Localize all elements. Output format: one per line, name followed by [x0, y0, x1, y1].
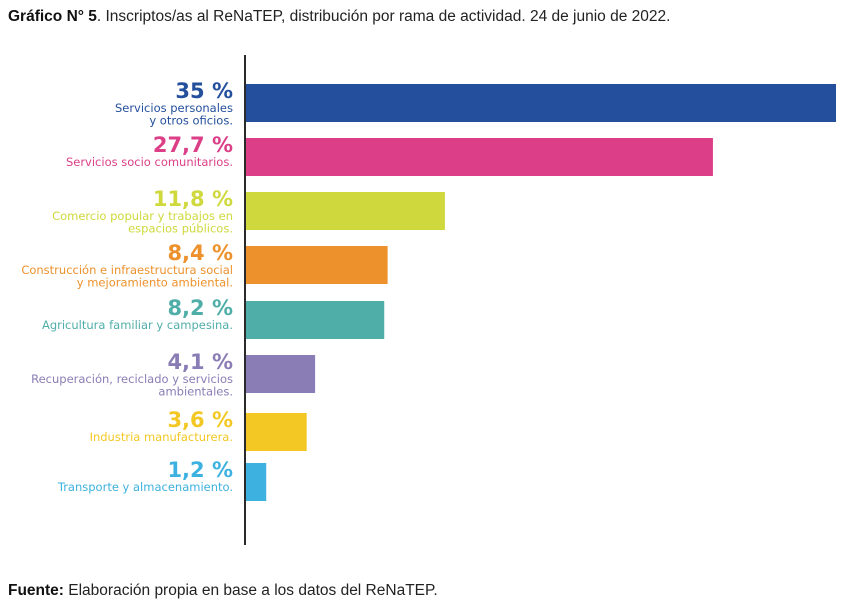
value-label-2: 11,8 %: [153, 187, 233, 211]
bar-1: [246, 138, 713, 176]
category-label-5-line-1: ambientales.: [158, 385, 233, 399]
category-label-2-line-0: Comercio popular y trabajos en: [52, 209, 233, 223]
value-label-6: 3,6 %: [167, 408, 233, 432]
category-label-0-line-1: y otros oficios.: [149, 114, 233, 128]
category-label-6-line-0: Industria manufacturera.: [90, 430, 233, 444]
bar-0: [246, 84, 836, 122]
value-label-0: 35 %: [175, 79, 233, 103]
category-label-1-line-0: Servicios socio comunitarios.: [66, 155, 233, 169]
category-label-3-line-1: y mejoramiento ambiental.: [77, 276, 233, 290]
bar-7: [246, 463, 267, 501]
category-label-2-line-1: espacios públicos.: [128, 222, 233, 236]
bar-6: [246, 413, 307, 451]
chart-title: Gráfico N° 5. Inscriptos/as al ReNaTEP, …: [8, 8, 670, 26]
value-label-1: 27,7 %: [153, 133, 233, 157]
value-label-4: 8,2 %: [167, 296, 233, 320]
bar-3: [246, 246, 388, 284]
bar-5: [246, 355, 316, 393]
chart-title-prefix: Gráfico N° 5: [8, 8, 97, 25]
category-label-4-line-0: Agricultura familiar y campesina.: [42, 318, 233, 332]
source-text: Elaboración propia en base a los datos d…: [63, 582, 438, 599]
chart-title-text: . Inscriptos/as al ReNaTEP, distribución…: [96, 8, 671, 25]
bar-2: [246, 192, 445, 230]
value-label-5: 4,1 %: [167, 350, 233, 374]
value-label-3: 8,4 %: [167, 241, 233, 265]
category-label-7-line-0: Transporte y almacenamiento.: [57, 480, 233, 494]
source-note: Fuente: Elaboración propia en base a los…: [8, 582, 438, 600]
value-label-7: 1,2 %: [167, 458, 233, 482]
category-label-3-line-0: Construcción e infraestructura social: [21, 263, 233, 277]
category-label-0-line-0: Servicios personales: [115, 101, 233, 115]
category-label-5-line-0: Recuperación, reciclado y servicios: [31, 372, 233, 386]
source-label: Fuente:: [8, 582, 64, 599]
bar-4: [246, 301, 385, 339]
